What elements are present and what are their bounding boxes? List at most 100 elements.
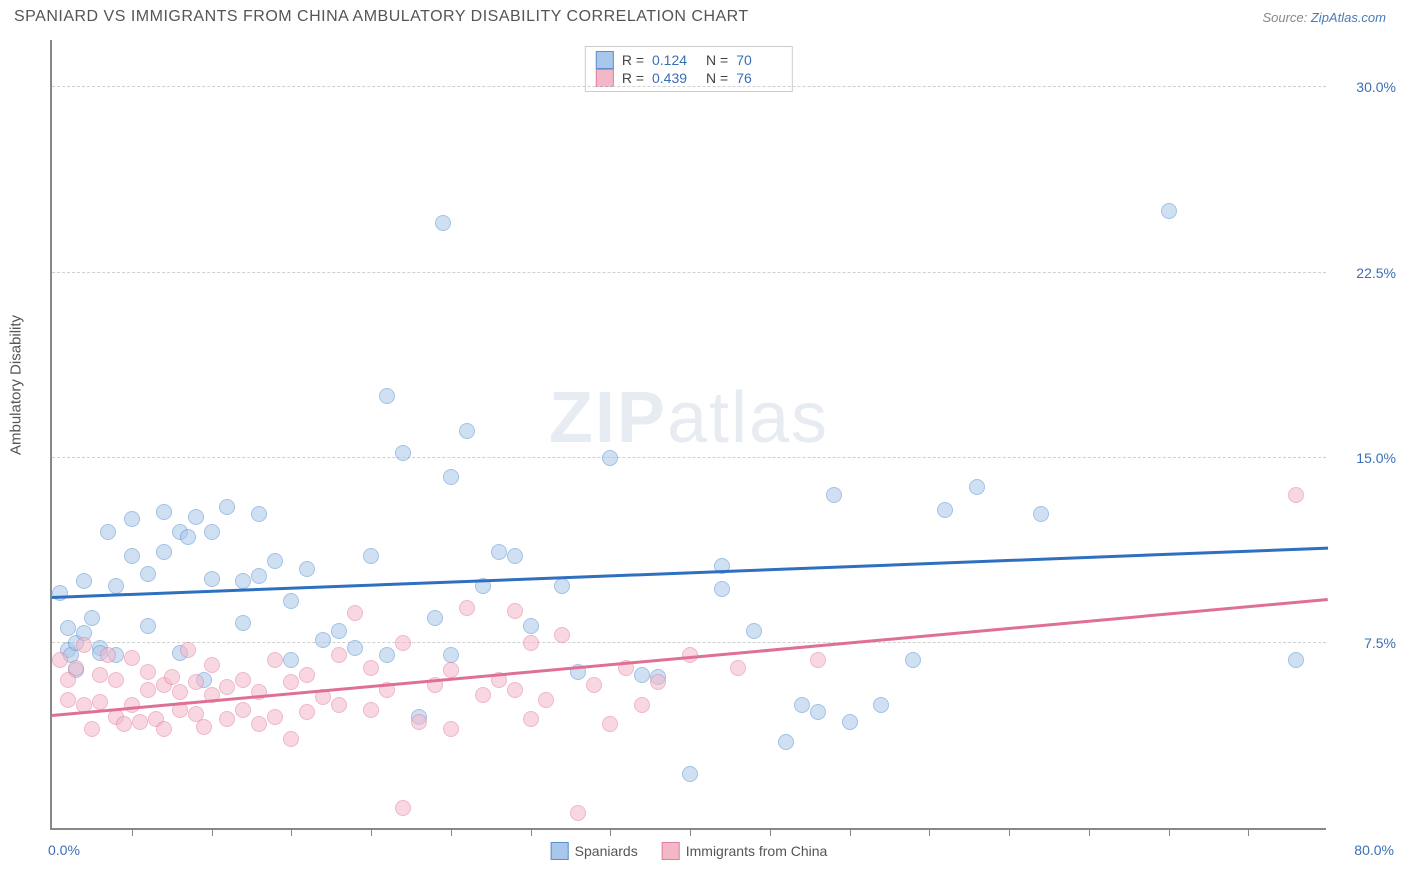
x-tick [929, 828, 930, 836]
r-label: R = [622, 52, 644, 68]
data-point [778, 734, 794, 750]
data-point [331, 697, 347, 713]
data-point [937, 502, 953, 518]
data-point [92, 667, 108, 683]
data-point [554, 627, 570, 643]
gridline [52, 86, 1326, 87]
data-point [219, 711, 235, 727]
data-point [810, 704, 826, 720]
data-point [634, 667, 650, 683]
data-point [156, 544, 172, 560]
data-point [283, 652, 299, 668]
data-point [299, 704, 315, 720]
data-point [251, 716, 267, 732]
legend-item: Immigrants from China [662, 842, 828, 860]
x-tick [690, 828, 691, 836]
legend-label: Spaniards [575, 843, 638, 859]
data-point [204, 657, 220, 673]
data-point [164, 669, 180, 685]
data-point [523, 711, 539, 727]
data-point [140, 664, 156, 680]
data-point [140, 618, 156, 634]
x-tick [212, 828, 213, 836]
data-point [347, 640, 363, 656]
y-axis-label: Ambulatory Disability [8, 315, 25, 455]
data-point [156, 721, 172, 737]
data-point [140, 682, 156, 698]
x-tick [610, 828, 611, 836]
data-point [299, 667, 315, 683]
legend-item: Spaniards [551, 842, 638, 860]
x-tick [770, 828, 771, 836]
data-point [188, 509, 204, 525]
x-tick [291, 828, 292, 836]
data-point [602, 450, 618, 466]
data-point [315, 632, 331, 648]
data-point [251, 568, 267, 584]
data-point [602, 716, 618, 732]
data-point [395, 445, 411, 461]
data-point [235, 672, 251, 688]
x-axis-max-label: 80.0% [1354, 842, 1394, 858]
x-axis-min-label: 0.0% [48, 842, 80, 858]
data-point [554, 578, 570, 594]
data-point [379, 388, 395, 404]
data-point [235, 702, 251, 718]
data-point [459, 600, 475, 616]
n-value: 76 [736, 70, 782, 86]
data-point [331, 623, 347, 639]
chart-container: Ambulatory Disability ZIPatlas R = 0.124… [0, 30, 1406, 880]
data-point [873, 697, 889, 713]
data-point [746, 623, 762, 639]
data-point [124, 511, 140, 527]
data-point [76, 573, 92, 589]
data-point [331, 647, 347, 663]
gridline [52, 272, 1326, 273]
chart-header: SPANIARD VS IMMIGRANTS FROM CHINA AMBULA… [0, 0, 1406, 30]
source-prefix: Source: [1262, 10, 1310, 25]
data-point [443, 647, 459, 663]
legend-swatch [662, 842, 680, 860]
data-point [100, 524, 116, 540]
data-point [459, 423, 475, 439]
data-point [443, 721, 459, 737]
stats-legend: R = 0.124 N = 70R = 0.439 N = 76 [585, 46, 793, 92]
x-tick [371, 828, 372, 836]
series-legend: Spaniards Immigrants from China [551, 842, 828, 860]
data-point [1288, 487, 1304, 503]
watermark-light: atlas [667, 378, 829, 458]
data-point [379, 647, 395, 663]
x-tick [1169, 828, 1170, 836]
data-point [507, 603, 523, 619]
data-point [251, 506, 267, 522]
data-point [538, 692, 554, 708]
data-point [283, 674, 299, 690]
data-point [140, 566, 156, 582]
n-label: N = [706, 52, 728, 68]
data-point [267, 553, 283, 569]
data-point [443, 469, 459, 485]
data-point [219, 679, 235, 695]
n-value: 70 [736, 52, 782, 68]
data-point [570, 805, 586, 821]
x-tick [850, 828, 851, 836]
data-point [180, 529, 196, 545]
x-tick [531, 828, 532, 836]
x-tick [1248, 828, 1249, 836]
x-tick [1089, 828, 1090, 836]
data-point [180, 642, 196, 658]
data-point [634, 697, 650, 713]
x-tick [132, 828, 133, 836]
data-point [969, 479, 985, 495]
data-point [60, 620, 76, 636]
watermark: ZIPatlas [549, 377, 829, 459]
r-value: 0.439 [652, 70, 698, 86]
data-point [1161, 203, 1177, 219]
source-link[interactable]: ZipAtlas.com [1311, 10, 1386, 25]
data-point [84, 721, 100, 737]
data-point [283, 731, 299, 747]
data-point [108, 578, 124, 594]
data-point [810, 652, 826, 668]
data-point [395, 635, 411, 651]
data-point [363, 548, 379, 564]
